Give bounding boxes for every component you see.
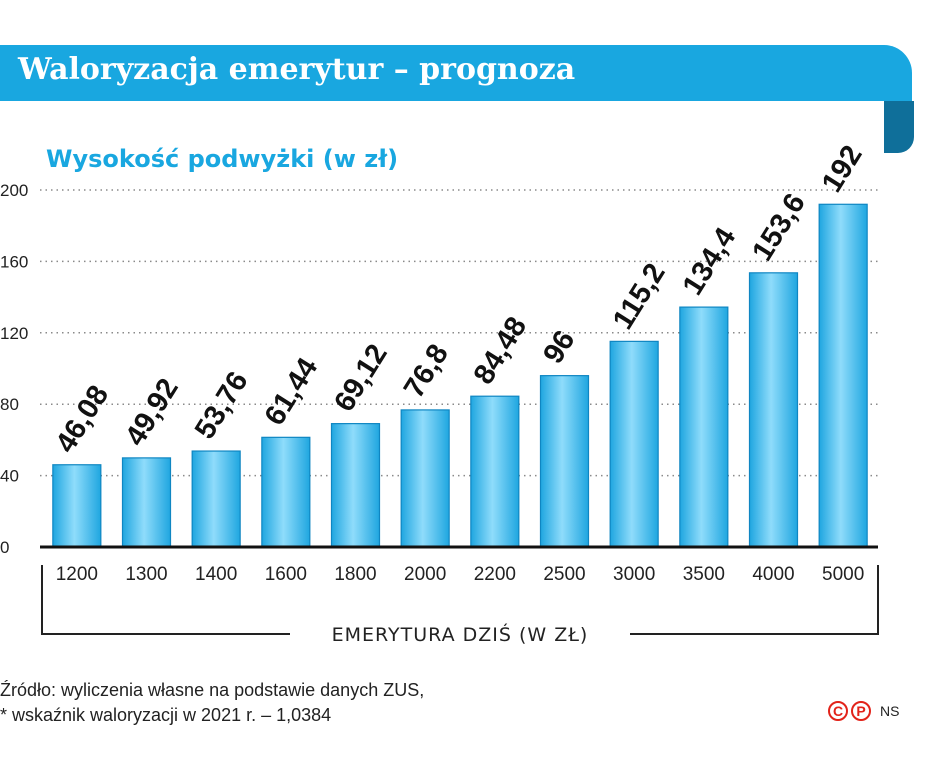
- x-tick-label: 2500: [543, 564, 585, 585]
- bar: [400, 409, 450, 548]
- chart-title: Waloryzacja emerytur – prognoza: [18, 52, 576, 87]
- bar-value-label: 61,44: [259, 353, 325, 432]
- x-axis-bracket: EMERYTURA DZIŚ (W ZŁ): [41, 565, 879, 648]
- x-tick-label: 5000: [822, 564, 864, 585]
- x-axis-ticks: 1200 1300 1400 1600 1800 2000 2200 2500 3000 3500…: [56, 564, 865, 585]
- y-tick-label: 200: [0, 181, 28, 200]
- bar: [261, 436, 311, 548]
- bar: [609, 340, 659, 548]
- x-axis-label: EMERYTURA DZIŚ (W ZŁ): [332, 622, 589, 646]
- source-line-2: * wskaźnik waloryzacji w 2021 r. – 1,038…: [0, 705, 332, 725]
- x-tick-label: 1300: [125, 564, 167, 585]
- bar-value-label: 46,08: [50, 380, 116, 459]
- author-credit: NS: [880, 703, 900, 719]
- value-labels: 46,08 49,92 53,76 61,44 69,12 76,8 84,48 96 115,…: [50, 140, 869, 458]
- chart-subtitle: Wysokość podwyżki (w zł): [46, 145, 399, 173]
- y-axis-ticks: 0 40 80 120 160 200: [0, 181, 28, 557]
- bar: [191, 450, 241, 548]
- y-tick-label: 160: [0, 252, 28, 271]
- x-tick-label: 4000: [752, 564, 794, 585]
- x-tick-label: 1200: [56, 564, 98, 585]
- title-band-fold: [884, 101, 914, 153]
- y-tick-label: 80: [0, 395, 19, 414]
- x-axis-label-background: [290, 620, 630, 648]
- x-tick-label: 2200: [474, 564, 516, 585]
- bar: [470, 395, 520, 548]
- y-tick-label: 120: [0, 324, 28, 343]
- bar-value-label: 76,8: [398, 339, 455, 404]
- x-tick-label: 3500: [683, 564, 725, 585]
- bar-value-label: 84,48: [468, 311, 534, 390]
- x-tick-label: 3000: [613, 564, 655, 585]
- y-tick-label: 0: [0, 538, 9, 557]
- bar: [121, 457, 172, 548]
- bar: [52, 464, 102, 548]
- title-band: [0, 45, 912, 101]
- copyright-p-icon: P: [851, 701, 871, 721]
- bar: [748, 272, 799, 548]
- x-tick-label: 2000: [404, 564, 446, 585]
- source-note: Źródło: wyliczenia własne na podstawie d…: [0, 678, 424, 728]
- source-line-1: Źródło: wyliczenia własne na podstawie d…: [0, 680, 425, 700]
- bar: [539, 375, 590, 548]
- bar-value-label: 53,76: [189, 366, 255, 445]
- bar-value-label: 134,4: [677, 222, 743, 301]
- bar: [679, 306, 729, 548]
- x-tick-label: 1600: [265, 564, 307, 585]
- bar-value-label: 96: [537, 325, 581, 369]
- x-tick-label: 1800: [334, 564, 376, 585]
- copyright-c-icon: C: [828, 701, 848, 721]
- y-tick-label: 40: [0, 467, 19, 486]
- bar-value-label: 115,2: [607, 258, 672, 335]
- bar: [330, 423, 381, 548]
- bar-value-label: 49,92: [119, 373, 185, 452]
- grid-lines: [40, 189, 878, 477]
- bars: [52, 203, 868, 548]
- bar-value-label: 153,6: [746, 188, 812, 267]
- bar-value-label: 69,12: [328, 339, 394, 418]
- x-tick-label: 1400: [195, 564, 237, 585]
- copyright-marks: C P NS: [828, 701, 899, 721]
- bar: [818, 203, 868, 548]
